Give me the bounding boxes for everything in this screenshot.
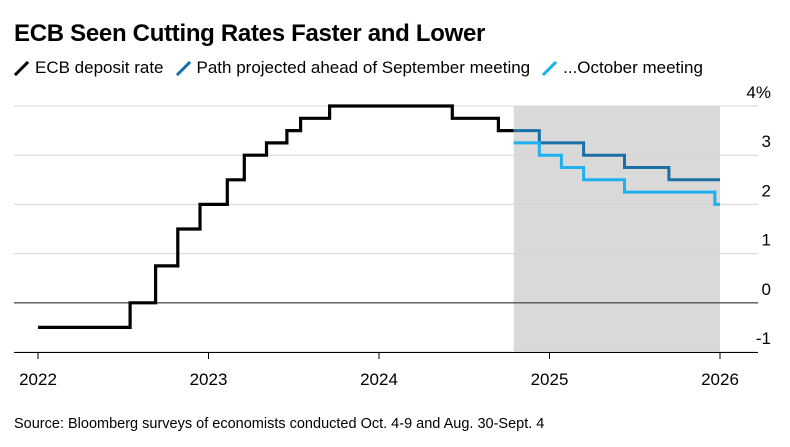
chart-title: ECB Seen Cutting Rates Faster and Lower [14,20,486,47]
legend-item-deposit: ECB deposit rate [14,58,164,78]
series-october-path [513,141,720,206]
legend-swatch-october [542,60,558,76]
x-tick-label: 2025 [531,370,569,389]
legend-item-october: ...October meeting [542,58,703,78]
y-tick-label: 1 [762,231,771,250]
legend-swatch-october-line [542,60,558,76]
y-tick-label: 0 [762,280,771,299]
x-tick-label: 2023 [190,370,228,389]
x-tick-label: 2022 [19,370,57,389]
x-tick-label: 2024 [360,370,398,389]
y-tick-label: 4% [746,83,771,102]
legend-swatch-september [175,60,191,76]
legend-swatch-september-line [175,60,191,76]
legend-label-deposit: ECB deposit rate [35,58,164,77]
legend: ECB deposit rate Path projected ahead of… [14,57,715,79]
legend-swatch-deposit [14,60,29,76]
projection-shade [513,106,720,352]
y-tick-label: 2 [762,181,771,200]
legend-label-october: ...October meeting [563,58,703,77]
y-tick-label: 3 [762,132,771,151]
x-tick-label: 2026 [701,370,739,389]
source-note: Source: Bloomberg surveys of economists … [14,416,545,432]
y-tick-label: -1 [756,329,771,348]
legend-item-september: Path projected ahead of September meetin… [175,58,531,78]
legend-label-september: Path projected ahead of September meetin… [196,58,531,77]
series-september-path [513,129,720,182]
series-deposit-rate [38,104,514,329]
legend-swatch-deposit-line [14,60,29,76]
